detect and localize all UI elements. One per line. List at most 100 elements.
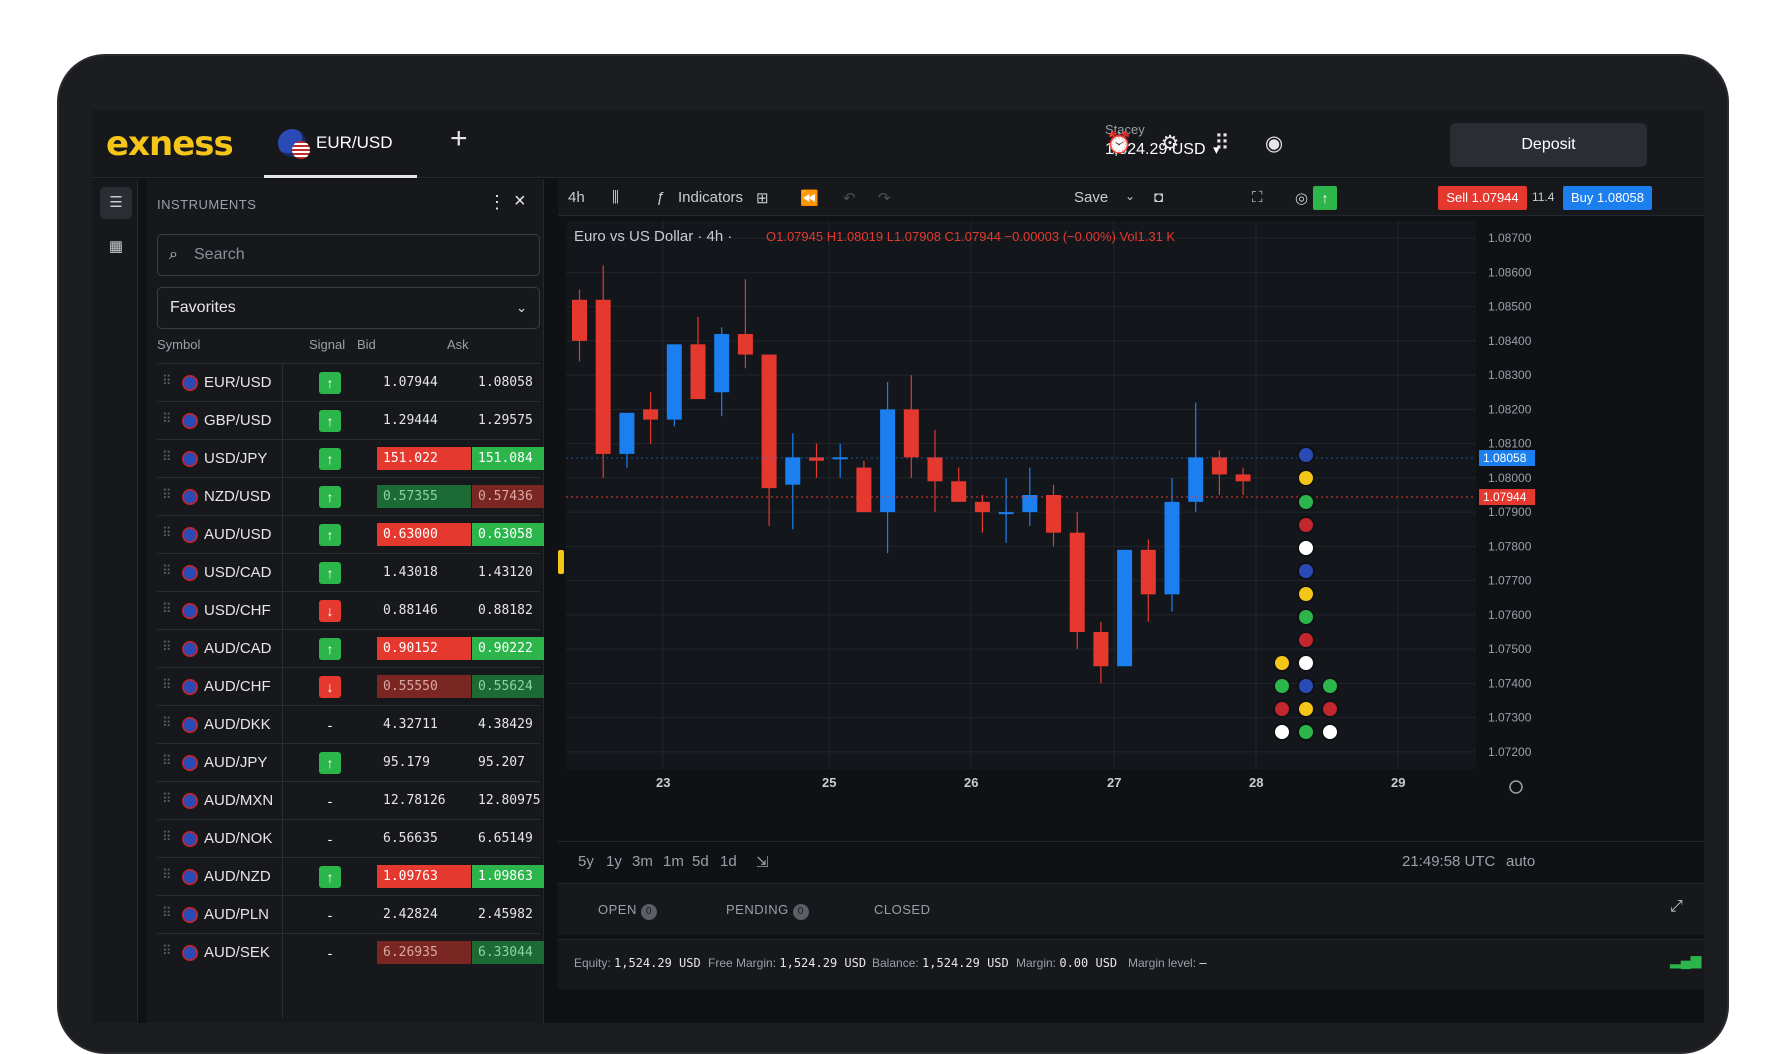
replay-icon[interactable]: ⏪ bbox=[800, 190, 819, 207]
candles-type-icon[interactable]: ⫼ bbox=[612, 189, 619, 206]
range-1y[interactable]: 1y bbox=[606, 853, 622, 870]
close-icon[interactable]: × bbox=[514, 190, 526, 212]
alarm-clock-icon[interactable]: ⏰ bbox=[1106, 132, 1133, 155]
gear-icon[interactable]: ⚙ bbox=[1160, 132, 1180, 155]
apps-grid-icon[interactable]: ⠿ bbox=[1214, 132, 1230, 155]
quick-trade-up-icon[interactable]: ↑ bbox=[1313, 186, 1337, 210]
drag-handle-icon[interactable]: ⠿ bbox=[162, 373, 172, 388]
bid-marker-label: 1.07944 bbox=[1483, 490, 1527, 504]
undo-icon[interactable]: ↶ bbox=[843, 190, 856, 207]
pair-flag-icon bbox=[182, 565, 198, 581]
drag-handle-icon[interactable]: ⠿ bbox=[162, 905, 172, 920]
symbol-name: AUD/CHF bbox=[204, 678, 271, 695]
account-name: Stacey bbox=[1105, 122, 1145, 137]
indicators-button[interactable]: Indicators bbox=[678, 189, 744, 206]
ask-price: 6.33044 bbox=[472, 941, 544, 964]
signal-up-icon: ↑ bbox=[319, 410, 341, 432]
drag-handle-icon[interactable]: ⠿ bbox=[162, 943, 172, 958]
economic-event-flag-icon bbox=[1273, 700, 1291, 718]
instrument-row[interactable]: ⠿ GBP/USD ↑ 1.29444 1.29575 bbox=[157, 401, 540, 439]
fullscreen-icon[interactable]: ⛶ bbox=[1252, 189, 1263, 206]
x-tick-label: 27 bbox=[1107, 775, 1121, 790]
candle-body bbox=[1235, 474, 1251, 482]
date-range-icon[interactable]: ⇲ bbox=[756, 854, 769, 871]
range-1d[interactable]: 1d bbox=[720, 853, 737, 870]
deposit-button[interactable]: Deposit bbox=[1450, 123, 1647, 167]
drag-handle-icon[interactable]: ⠿ bbox=[162, 449, 172, 464]
search-input[interactable]: ⌕ Search bbox=[157, 234, 540, 276]
instrument-row[interactable]: ⠿ AUD/JPY ↑ 95.179 95.207 bbox=[157, 743, 540, 781]
instrument-row[interactable]: ⠿ AUD/NZD ↑ 1.09763 1.09863 bbox=[157, 857, 544, 895]
drag-handle-icon[interactable]: ⠿ bbox=[162, 525, 172, 540]
eye-icon[interactable]: ◎ bbox=[1295, 190, 1309, 207]
sell-button[interactable]: Sell 1.07944 bbox=[1438, 186, 1527, 210]
instrument-row[interactable]: ⠿ AUD/PLN - 2.42824 2.45982 bbox=[157, 895, 540, 933]
margin-level-value: – bbox=[1199, 956, 1207, 970]
buy-button[interactable]: Buy 1.08058 bbox=[1563, 186, 1652, 210]
calendar-icon[interactable]: ▦ bbox=[108, 238, 124, 255]
signal-up-icon: ↑ bbox=[319, 448, 341, 470]
more-vertical-icon[interactable]: ⋮ bbox=[488, 192, 506, 212]
economic-event-flag-icon bbox=[1297, 631, 1315, 649]
instrument-row[interactable]: ⠿ AUD/SEK - 6.26935 6.33044 bbox=[157, 933, 544, 971]
left-rail: ☰ ▦ bbox=[92, 179, 138, 1023]
y-tick-label: 1.07500 bbox=[1488, 642, 1532, 656]
drag-handle-icon[interactable]: ⠿ bbox=[162, 639, 172, 654]
drag-handle-icon[interactable]: ⠿ bbox=[162, 791, 172, 806]
drag-handle-icon[interactable]: ⠿ bbox=[162, 753, 172, 768]
tab-closed[interactable]: CLOSED bbox=[874, 902, 930, 917]
tab-open[interactable]: OPEN 0 bbox=[598, 902, 657, 920]
instrument-row[interactable]: ⠿ AUD/CHF ↓ 0.55550 0.55624 bbox=[157, 667, 544, 705]
candle-body bbox=[666, 344, 682, 420]
user-profile-icon[interactable]: ◉ bbox=[1264, 132, 1284, 155]
ask-price: 1.29575 bbox=[478, 413, 533, 428]
drag-handle-icon[interactable]: ⠿ bbox=[162, 487, 172, 502]
range-3m[interactable]: 3m bbox=[632, 853, 653, 870]
range-1m[interactable]: 1m bbox=[663, 853, 684, 870]
instruments-list-icon[interactable]: ☰ bbox=[100, 187, 132, 219]
save-button[interactable]: Save bbox=[1074, 189, 1109, 206]
tab-eurusd[interactable]: EUR/USD bbox=[264, 110, 417, 178]
pair-flag-icon bbox=[182, 641, 198, 657]
drag-handle-icon[interactable]: ⠿ bbox=[162, 601, 172, 616]
price-chart[interactable]: 1.08700 1.08600 1.08500 1.08400 1.08300 1.082… bbox=[558, 217, 1704, 839]
drag-handle-icon[interactable]: ⠿ bbox=[162, 829, 172, 844]
camera-icon[interactable]: ◘ bbox=[1154, 189, 1164, 206]
instrument-row[interactable]: ⠿ USD/JPY ↑ 151.022 151.084 bbox=[157, 439, 544, 477]
fx-icon: ƒ bbox=[656, 189, 665, 206]
add-tab-button[interactable]: + bbox=[450, 122, 468, 155]
range-5y[interactable]: 5y bbox=[578, 853, 594, 870]
candle-body bbox=[832, 457, 848, 460]
favorites-dropdown[interactable]: Favorites ⌄ bbox=[157, 287, 540, 329]
drag-handle-icon[interactable]: ⠿ bbox=[162, 411, 172, 426]
instrument-row[interactable]: ⠿ AUD/NOK - 6.56635 6.65149 bbox=[157, 819, 540, 857]
save-menu-chevron-icon[interactable]: ⌄ bbox=[1125, 189, 1136, 203]
tab-pending[interactable]: PENDING 0 bbox=[726, 902, 809, 920]
symbol-name: USD/CAD bbox=[204, 564, 272, 581]
instrument-row[interactable]: ⠿ USD/CAD ↑ 1.43018 1.43120 bbox=[157, 553, 540, 591]
drag-handle-icon[interactable]: ⠿ bbox=[162, 715, 172, 730]
instrument-row[interactable]: ⠿ USD/CHF ↓ 0.88146 0.88182 bbox=[157, 591, 540, 629]
symbol-name: AUD/NOK bbox=[204, 830, 273, 847]
drag-handle-icon[interactable]: ⠿ bbox=[162, 867, 172, 882]
redo-icon[interactable]: ↷ bbox=[878, 190, 891, 207]
instrument-row[interactable]: ⠿ AUD/DKK - 4.32711 4.38429 bbox=[157, 705, 540, 743]
signal-up-icon: ↑ bbox=[319, 524, 341, 546]
auto-scale-button[interactable]: auto bbox=[1506, 853, 1536, 870]
instrument-row[interactable]: ⠿ EUR/USD ↑ 1.07944 1.08058 bbox=[157, 363, 540, 401]
range-5d[interactable]: 5d bbox=[692, 853, 709, 870]
drag-handle-icon[interactable]: ⠿ bbox=[162, 563, 172, 578]
signal-up-icon: ↑ bbox=[319, 638, 341, 660]
drag-handle-icon[interactable]: ⠿ bbox=[162, 677, 172, 692]
timeframe-button[interactable]: 4h bbox=[568, 189, 585, 206]
expand-icon[interactable]: ⤢ bbox=[1670, 898, 1684, 915]
economic-event-flag-icon bbox=[1321, 700, 1339, 718]
instrument-row[interactable]: ⠿ AUD/CAD ↑ 0.90152 0.90222 bbox=[157, 629, 544, 667]
candle-body bbox=[998, 512, 1014, 515]
instrument-row[interactable]: ⠿ NZD/USD ↑ 0.57355 0.57436 bbox=[157, 477, 544, 515]
instrument-row[interactable]: ⠿ AUD/MXN - 12.78126 12.80975 bbox=[157, 781, 541, 819]
ask-price: 95.207 bbox=[478, 755, 525, 770]
account-selector[interactable]: Stacey 1,524.29 USD bbox=[1105, 122, 1220, 159]
layout-grid-icon[interactable]: ⊞ bbox=[756, 190, 769, 207]
instrument-row[interactable]: ⠿ AUD/USD ↑ 0.63000 0.63058 bbox=[157, 515, 544, 553]
